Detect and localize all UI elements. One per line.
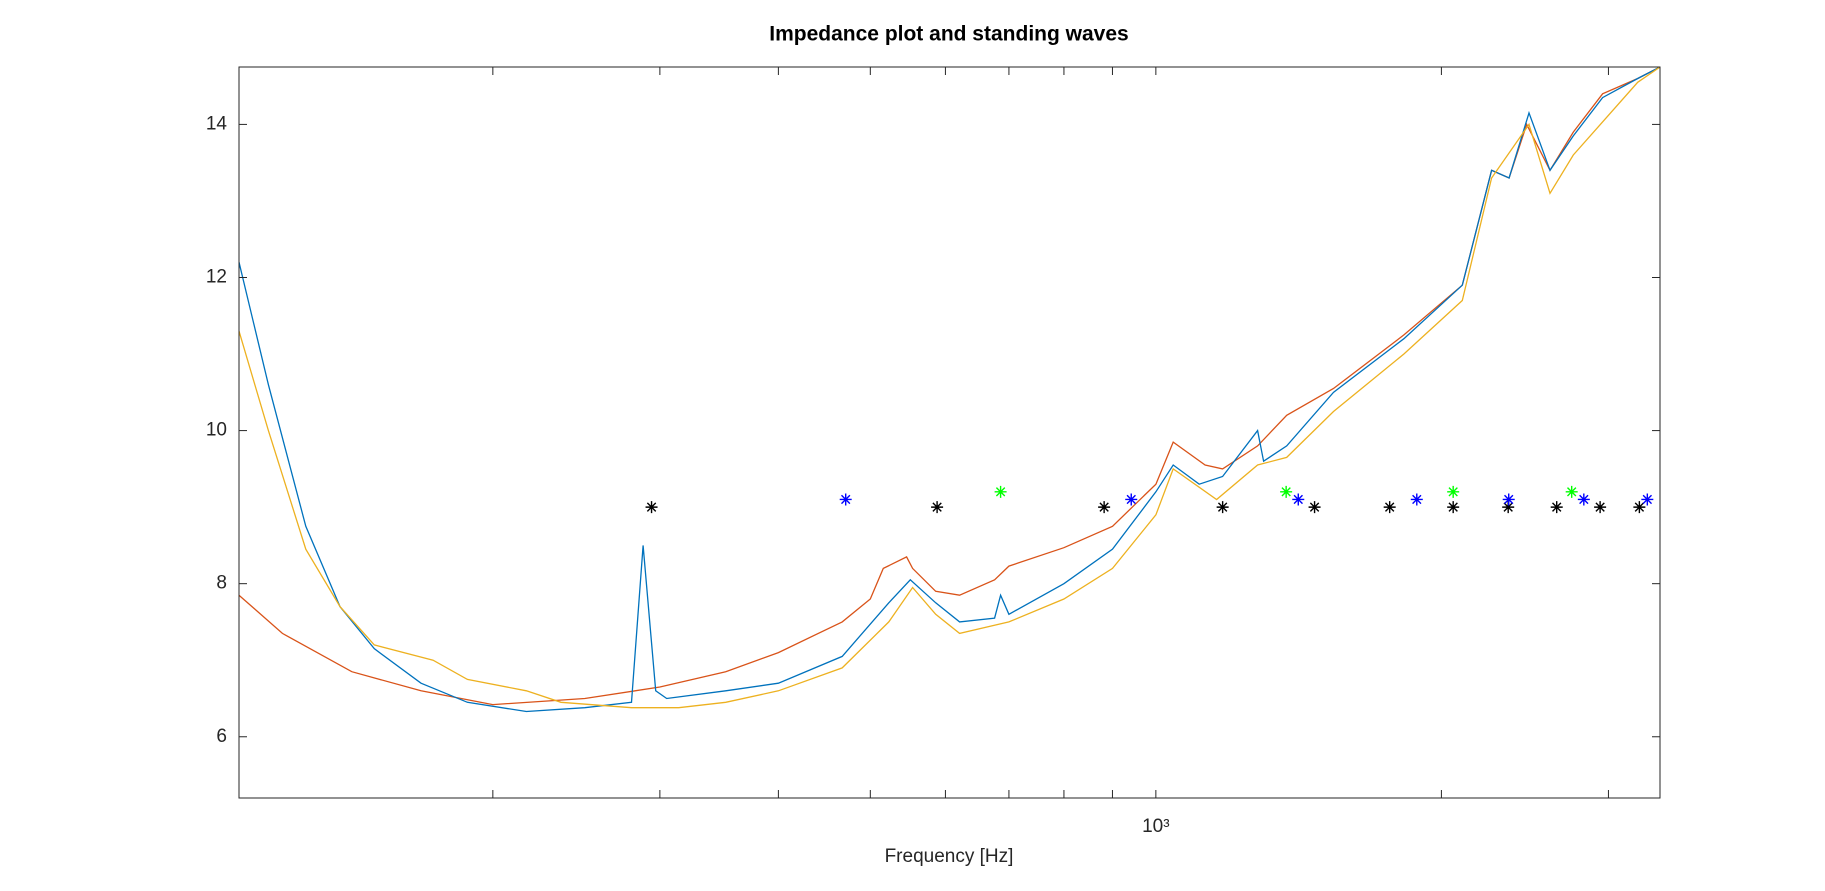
marker (645, 501, 658, 514)
marker (839, 493, 852, 506)
marker (1308, 501, 1321, 514)
x-axis-label: Frequency [Hz] (885, 846, 1014, 867)
marker (931, 501, 944, 514)
line (239, 67, 1660, 709)
marker (1125, 493, 1138, 506)
y-tick-label: 14 (206, 113, 228, 134)
marker (1502, 501, 1515, 514)
marker (994, 485, 1007, 498)
chart-title: Impedance plot and standing waves (769, 23, 1128, 46)
marker (1280, 485, 1293, 498)
y-tick-label: 10 (206, 420, 227, 441)
marker (1098, 501, 1111, 514)
line (239, 67, 1660, 713)
marker (1410, 493, 1423, 506)
plot-area (239, 67, 1660, 713)
marker (1216, 501, 1229, 514)
x-tick-label: 10³ (1142, 816, 1169, 837)
marker (1447, 501, 1460, 514)
marker (1550, 501, 1563, 514)
marker (1383, 501, 1396, 514)
y-tick-label: 6 (216, 726, 227, 747)
marker (1633, 501, 1646, 514)
marker (1577, 493, 1590, 506)
marker (1447, 485, 1460, 498)
y-tick-label: 12 (206, 267, 227, 288)
marker (1502, 493, 1515, 506)
marker (1594, 501, 1607, 514)
marker (1641, 493, 1654, 506)
axes-box (238, 66, 1661, 799)
marker (1292, 493, 1305, 506)
marker (1565, 485, 1578, 498)
y-tick-label: 8 (216, 573, 227, 594)
